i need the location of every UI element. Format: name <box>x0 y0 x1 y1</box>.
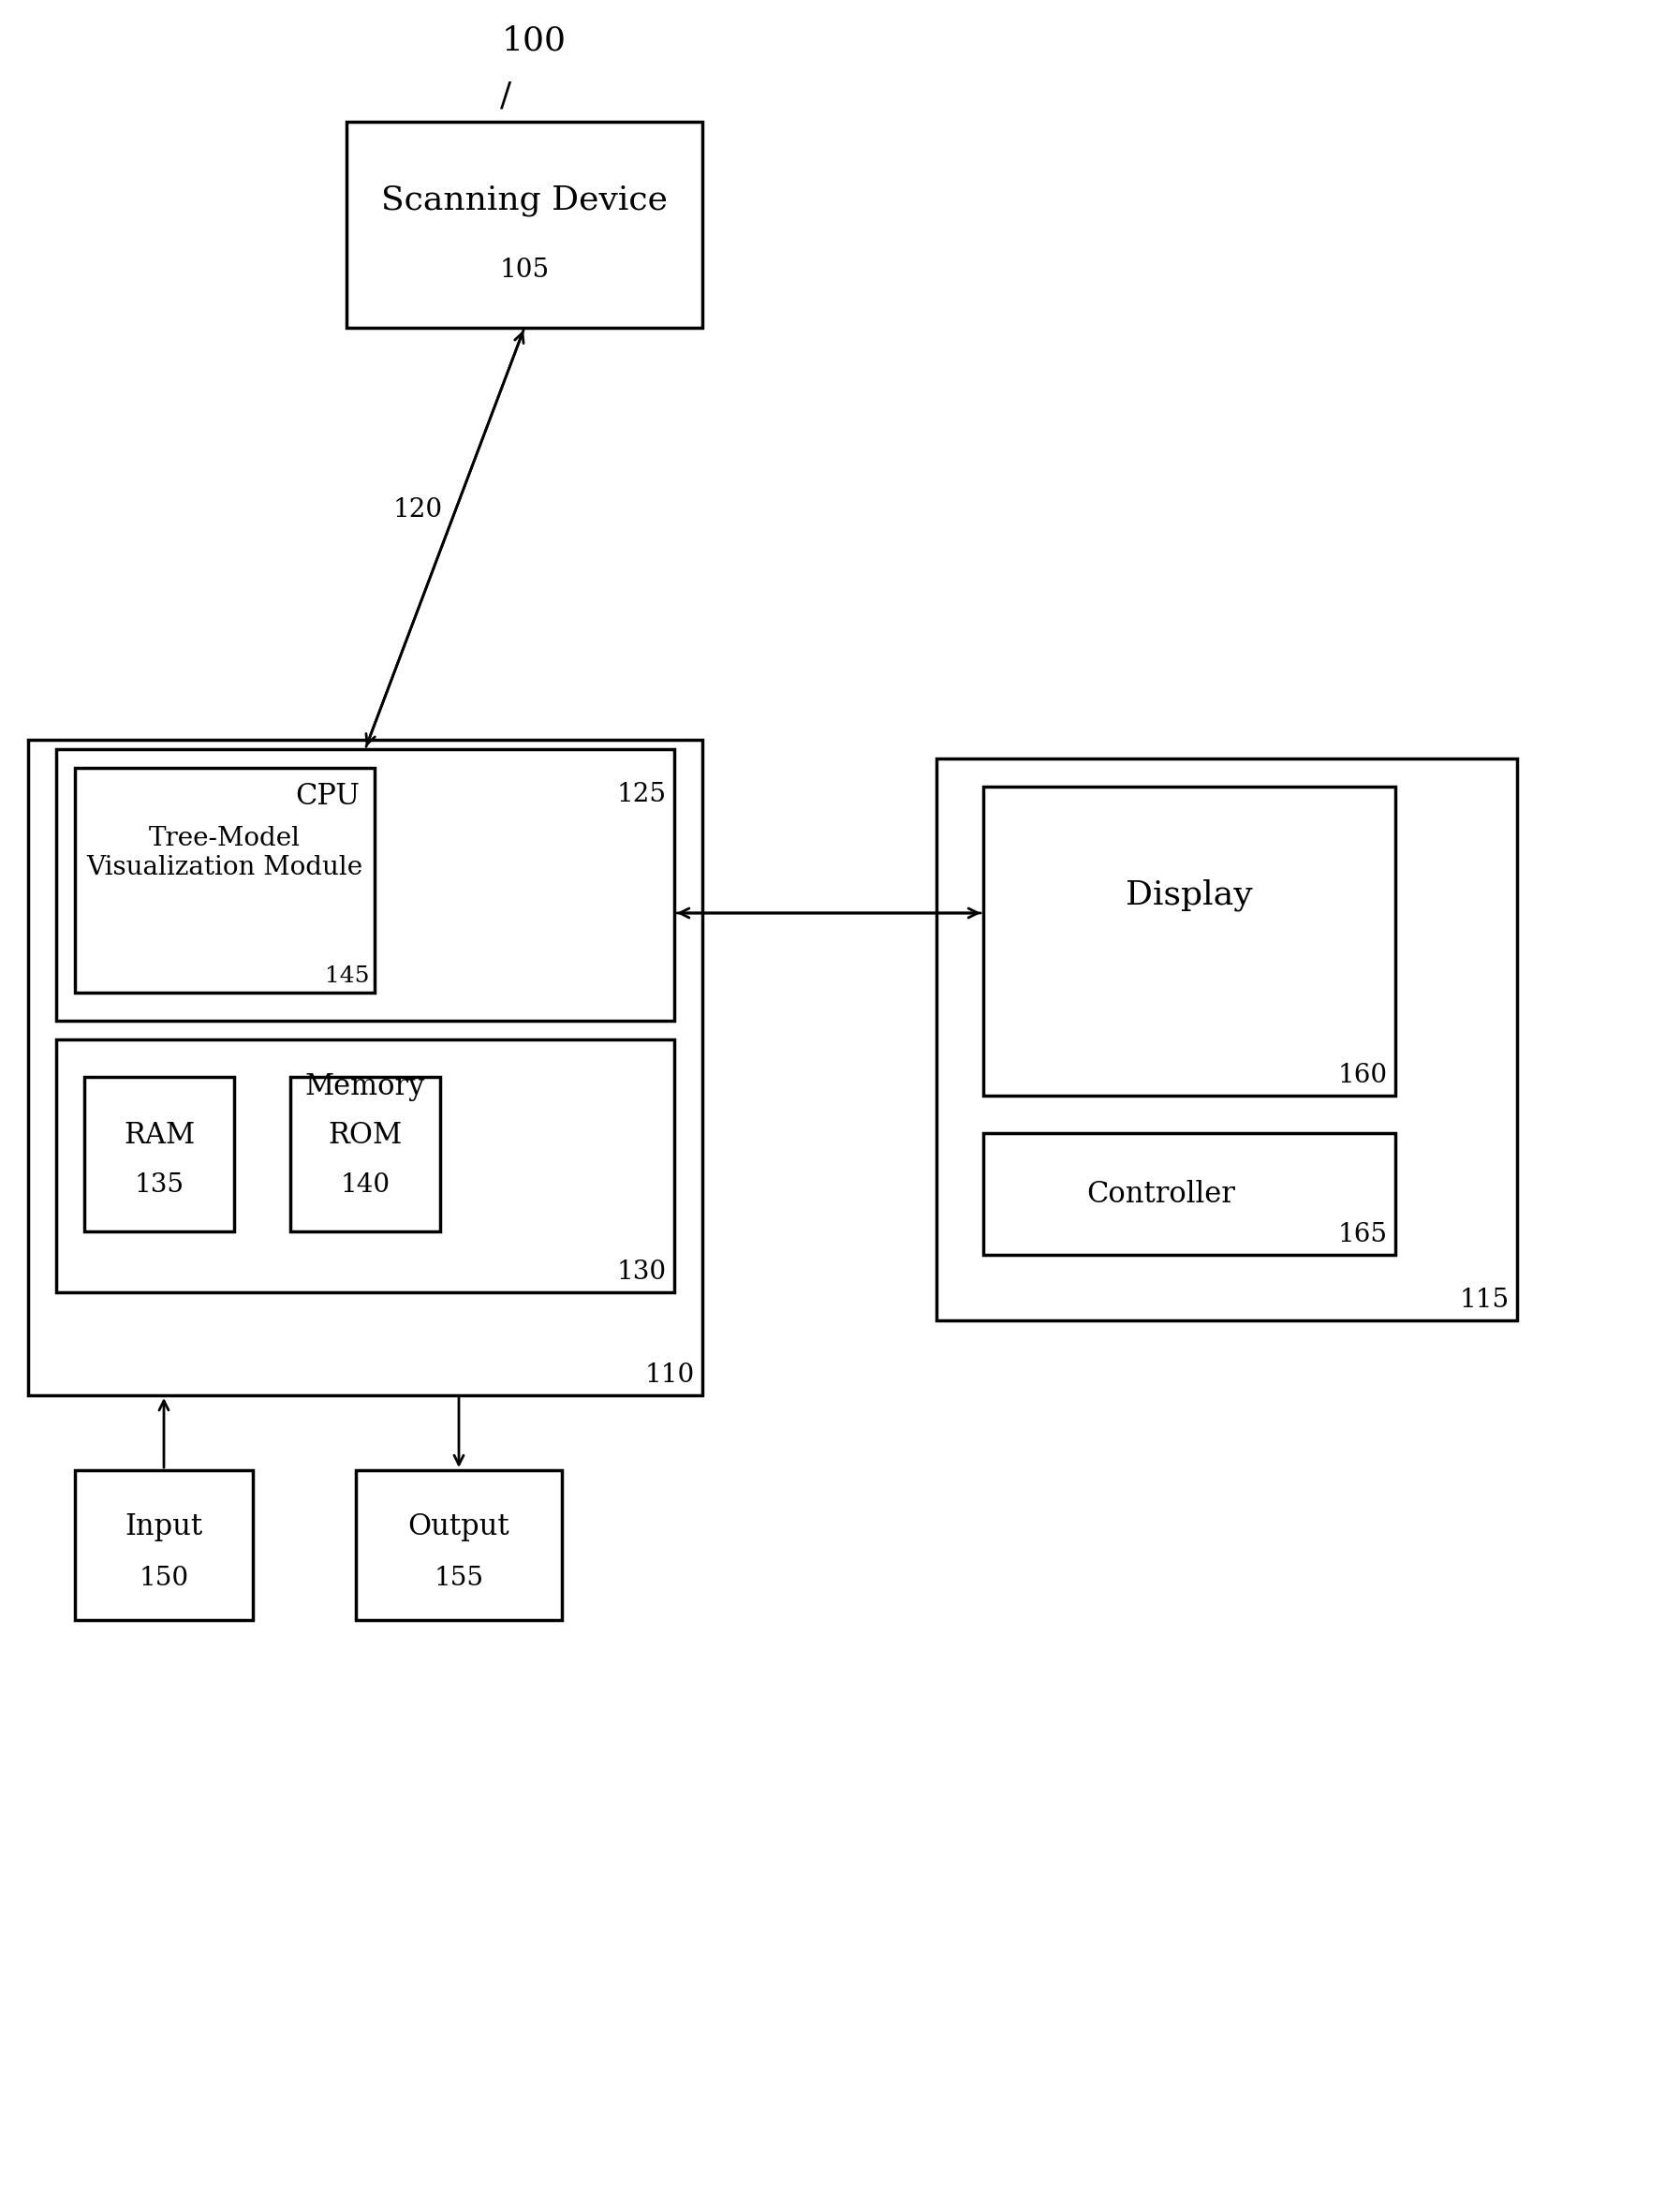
Text: /: / <box>501 81 511 112</box>
Text: 140: 140 <box>341 1172 390 1198</box>
Text: 105: 105 <box>499 257 549 283</box>
Text: 160: 160 <box>1337 1062 1388 1089</box>
Bar <box>936 759 1517 1321</box>
Bar <box>356 1471 561 1620</box>
Text: RAM: RAM <box>124 1122 195 1150</box>
Bar <box>76 1471 254 1620</box>
Bar <box>55 748 674 1021</box>
Bar <box>346 121 702 327</box>
Text: 165: 165 <box>1339 1223 1388 1247</box>
Text: Display: Display <box>1126 878 1253 911</box>
Text: 125: 125 <box>617 781 667 808</box>
Text: 100: 100 <box>501 24 566 57</box>
Text: Scanning Device: Scanning Device <box>381 184 667 215</box>
Text: 145: 145 <box>324 966 370 988</box>
Bar <box>29 740 702 1396</box>
Bar <box>291 1078 440 1231</box>
Text: 115: 115 <box>1460 1288 1510 1313</box>
Text: 155: 155 <box>433 1565 484 1591</box>
Text: 110: 110 <box>645 1363 696 1387</box>
Text: 135: 135 <box>134 1172 185 1198</box>
Text: Controller: Controller <box>1087 1179 1235 1209</box>
Text: 120: 120 <box>393 498 444 522</box>
Text: Tree-Model
Visualization Module: Tree-Model Visualization Module <box>87 825 363 880</box>
Text: 130: 130 <box>617 1260 667 1284</box>
Text: Input: Input <box>124 1512 203 1541</box>
Text: 150: 150 <box>139 1565 188 1591</box>
Text: ROM: ROM <box>328 1122 402 1150</box>
Bar <box>84 1078 234 1231</box>
Bar <box>76 768 375 992</box>
Bar <box>983 1133 1396 1256</box>
Bar <box>55 1040 674 1293</box>
Text: Memory: Memory <box>306 1071 425 1102</box>
Text: CPU: CPU <box>296 781 360 810</box>
Bar <box>983 786 1396 1095</box>
Text: Output: Output <box>408 1512 509 1541</box>
